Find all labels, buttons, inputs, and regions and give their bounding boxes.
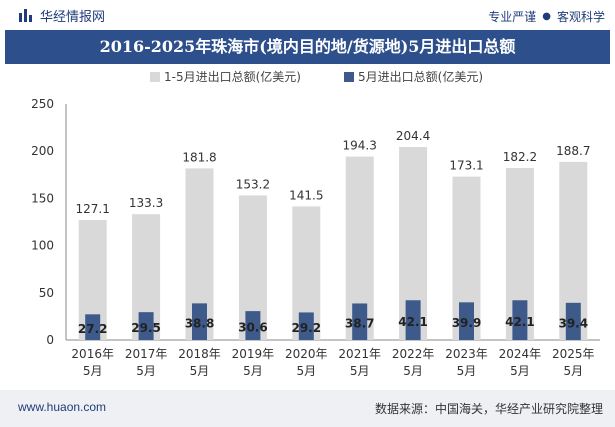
footer: www.huaon.com 数据来源：中国海关，华经产业研究院整理 [0, 390, 615, 427]
bar-may [352, 303, 368, 340]
data-source: 数据来源：中国海关，华经产业研究院整理 [374, 402, 603, 416]
brand-name: 华经情报网 [40, 9, 106, 25]
bar-may [192, 303, 207, 340]
bar-chart: 1-5月进出口总额(亿美元) 5月进出口总额(亿美元) 0 50 100 150 200 25… [31, 69, 600, 378]
x-tick-label-month: 5月 [190, 364, 210, 378]
x-tick-label-month: 5月 [243, 364, 263, 378]
x-tick-label-year: 2024年 [499, 347, 542, 361]
data-label-may: 38.7 [345, 317, 375, 331]
legend-label-2: 5月进出口总额(亿美元) [358, 69, 483, 84]
bar-may [459, 302, 474, 340]
chart-title: 2016-2025年珠海市(境内目的地/货源地)5月进出口总额 [5, 30, 610, 64]
x-tick-label-year: 2019年 [232, 347, 275, 361]
x-tick-label-month: 5月 [296, 364, 316, 378]
data-label-total: 194.3 [343, 139, 377, 153]
y-tick-label: 0 [46, 333, 54, 347]
x-tick-label-year: 2025年 [552, 347, 595, 361]
bar-chart-logo-icon [19, 9, 32, 22]
x-tick-label-month: 5月 [510, 364, 530, 378]
y-tick-label: 250 [31, 97, 54, 111]
data-label-total: 153.2 [236, 177, 270, 191]
y-tick-label: 100 [31, 239, 54, 253]
bar-may [405, 300, 421, 340]
bar-may [298, 312, 314, 340]
x-tick-label-year: 2023年 [445, 347, 488, 361]
data-label-total: 181.8 [182, 150, 216, 164]
bar-may [565, 302, 581, 340]
data-label-total: 141.5 [289, 188, 323, 202]
x-tick-label-month: 5月 [83, 364, 103, 378]
data-label-total: 173.1 [449, 159, 483, 173]
slogan-left: 专业严谨 [488, 10, 537, 24]
top-bar: 华经情报网 专业严谨 ● 客观科学 [0, 0, 615, 30]
x-tick-label-year: 2017年 [125, 347, 168, 361]
x-tick-label-month: 5月 [403, 364, 423, 378]
x-tick-label-year: 2020年 [285, 347, 328, 361]
x-tick-label-month: 5月 [350, 364, 370, 378]
slogan-right: 客观科学 [556, 10, 605, 24]
x-tick-label-year: 2021年 [338, 347, 381, 361]
data-label-may: 27.2 [78, 322, 108, 336]
y-tick-label: 150 [31, 191, 54, 205]
data-label-may: 39.9 [452, 316, 482, 330]
data-label-may: 42.1 [398, 315, 428, 329]
data-label-may: 29.2 [291, 321, 321, 335]
x-tick-label-year: 2016年 [71, 347, 114, 361]
data-label-total: 204.4 [396, 129, 430, 143]
bullet-dot-icon: ● [542, 11, 551, 22]
legend-swatch-1 [150, 72, 160, 82]
brand[interactable]: 华经情报网 [18, 6, 106, 25]
y-tick-label: 50 [39, 286, 54, 300]
x-tick-label-year: 2022年 [392, 347, 435, 361]
bar-may [138, 312, 154, 340]
data-label-may: 38.8 [185, 317, 215, 331]
bar-may [512, 300, 528, 340]
y-tick-label: 200 [31, 144, 54, 158]
x-tick-label-month: 5月 [563, 364, 583, 378]
legend-swatch-2 [344, 72, 354, 82]
data-label-total: 188.7 [556, 144, 590, 158]
footer-url[interactable]: www.huaon.com [18, 400, 107, 414]
slogan: 专业严谨 ● 客观科学 [488, 8, 605, 25]
legend-label-1: 1-5月进出口总额(亿美元) [164, 69, 301, 84]
x-tick-label-month: 5月 [457, 364, 477, 378]
data-label-may: 30.6 [238, 321, 268, 335]
bar-may [85, 314, 101, 340]
data-label-total: 182.2 [503, 150, 537, 164]
data-label-may: 42.1 [505, 315, 535, 329]
data-label-total: 127.1 [76, 202, 110, 216]
x-tick-label-year: 2018年 [178, 347, 221, 361]
data-label-total: 133.3 [129, 196, 163, 210]
bar-may [245, 311, 261, 340]
data-label-may: 39.4 [558, 316, 588, 330]
x-tick-label-month: 5月 [136, 364, 156, 378]
data-label-may: 29.5 [131, 321, 161, 335]
